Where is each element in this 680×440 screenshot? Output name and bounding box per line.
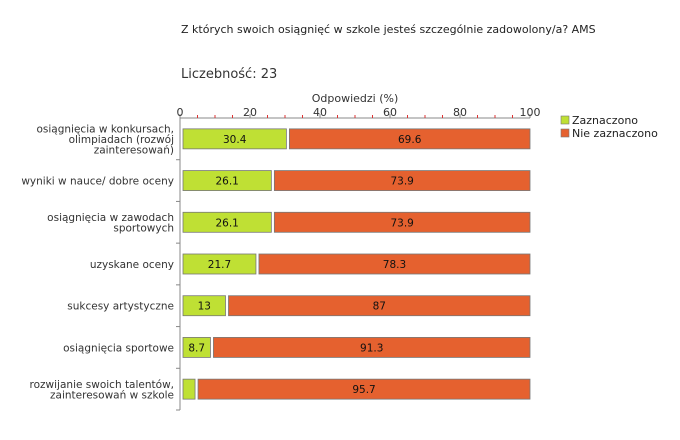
sample-size-label: Liczebność: 23 [181,67,278,82]
bar-nie-zaznaczono [288,128,531,150]
legend-label: Nie zaznaczono [572,127,658,140]
bar-value-label: 73.9 [390,176,413,188]
bar-zaznaczono [182,253,257,275]
legend-swatch [560,128,570,138]
bar-zaznaczono [182,128,287,150]
bar-nie-zaznaczono [258,253,531,275]
bar-zaznaczono [182,295,226,317]
bar-value-label: 13 [198,301,211,313]
bar-value-label: 26.1 [215,217,238,229]
category-label: osiągnięcia w konkursach, [36,123,174,135]
bar-nie-zaznaczono [197,378,531,400]
category-label: zainteresowań) [94,144,174,156]
category-label: sportowych [113,223,174,235]
bar-value-label: 8.7 [188,342,205,354]
bar-zaznaczono [182,211,272,233]
category-label: zainteresowań w szkole [50,389,174,401]
bar-nie-zaznaczono [273,211,531,233]
bar-value-label: 26.1 [215,176,238,188]
category-label: wyniki w nauce/ dobre oceny [21,176,174,188]
category-label: rozwijanie swoich talentów, [30,379,174,391]
bar-value-label: 95.7 [352,384,375,396]
bar-nie-zaznaczono [273,170,531,191]
x-tick-label: 60 [383,106,397,119]
category-label: olimpiadach (rozwój [69,134,174,146]
x-tick-label: 80 [453,106,467,119]
bar-value-label: 30.4 [223,134,247,146]
x-tick-label: 100 [520,106,541,119]
bar-value-label: 91.3 [360,342,383,354]
legend-swatch [560,115,570,125]
x-tick-label: 0 [177,106,184,119]
category-label: sukcesy artystyczne [67,301,174,313]
chart-title: Z których swoich osiągnięć w szkole jest… [181,23,596,36]
bar-value-label: 73.9 [390,217,413,229]
category-label: uzyskane oceny [90,259,174,271]
bar-zaznaczono [182,170,272,191]
bar-value-label: 87 [373,301,386,313]
bar-nie-zaznaczono [213,337,531,358]
bar-value-label: 78.3 [383,259,406,271]
x-axis-label: Odpowiedzi (%) [312,92,399,105]
x-tick-label: 40 [313,106,327,119]
bar-nie-zaznaczono [228,295,531,317]
category-label: osiągnięcia sportowe [63,342,174,354]
legend-label: Zaznaczono [572,114,638,127]
bar-value-label: 21.7 [208,259,231,271]
category-label: osiągnięcia w zawodach [47,212,174,224]
bar-zaznaczono [182,337,211,358]
x-tick-label: 20 [243,106,257,119]
bar-zaznaczono [182,378,196,400]
bar-value-label: 69.6 [398,134,422,146]
